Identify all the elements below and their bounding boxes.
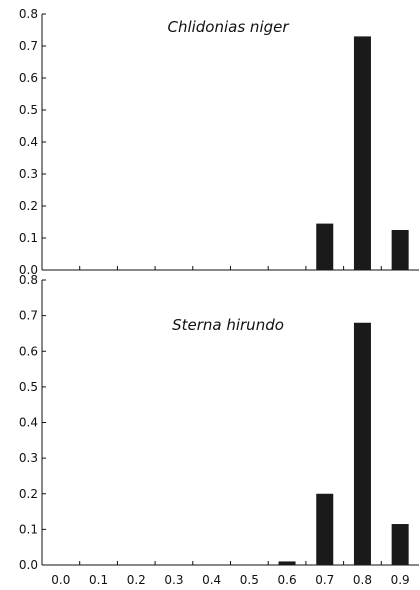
y-tick-label: 0.1 xyxy=(19,231,38,245)
y-tick-label: 0.5 xyxy=(19,103,38,117)
y-tick-label: 0.0 xyxy=(19,558,38,572)
y-tick-label: 0.2 xyxy=(19,199,38,213)
y-tick-label: 0.3 xyxy=(19,167,38,181)
bar-0-8 xyxy=(353,322,371,565)
x-tick-label: 0.6 xyxy=(278,573,297,587)
bar-0-8 xyxy=(353,36,371,271)
panel-title: Chlidonias niger xyxy=(167,18,289,36)
y-tick-label: 0.2 xyxy=(19,487,38,501)
x-tick-label: 0.5 xyxy=(240,573,259,587)
bar-0-9 xyxy=(391,524,409,565)
y-tick-label: 0.6 xyxy=(19,344,38,358)
x-tick-label: 0.3 xyxy=(164,573,183,587)
y-tick-label: 0.8 xyxy=(19,273,38,287)
bar-0-7 xyxy=(316,223,334,270)
x-tick-label: 0.7 xyxy=(315,573,334,587)
x-tick-label: 0.4 xyxy=(202,573,221,587)
y-tick-label: 0.3 xyxy=(19,451,38,465)
y-tick-label: 0.7 xyxy=(19,39,38,53)
panel-title: Sterna hirundo xyxy=(172,316,284,334)
y-tick-label: 0.4 xyxy=(19,416,38,430)
y-tick-label: 0.4 xyxy=(19,135,38,149)
x-tick-label: 0.8 xyxy=(353,573,372,587)
y-tick-label: 0.8 xyxy=(19,7,38,21)
y-tick-label: 0.6 xyxy=(19,71,38,85)
x-tick-label: 0.9 xyxy=(391,573,410,587)
y-tick-label: 0.5 xyxy=(19,380,38,394)
bar-0-6 xyxy=(278,561,296,565)
bar-0-9 xyxy=(391,230,409,270)
y-tick-label: 0.0 xyxy=(19,263,38,277)
bar-0-7 xyxy=(316,493,334,565)
x-tick-label: 0.2 xyxy=(127,573,146,587)
y-tick-label: 0.7 xyxy=(19,309,38,323)
x-tick-label: 0.0 xyxy=(51,573,70,587)
x-tick-label: 0.1 xyxy=(89,573,108,587)
y-tick-label: 0.1 xyxy=(19,522,38,536)
